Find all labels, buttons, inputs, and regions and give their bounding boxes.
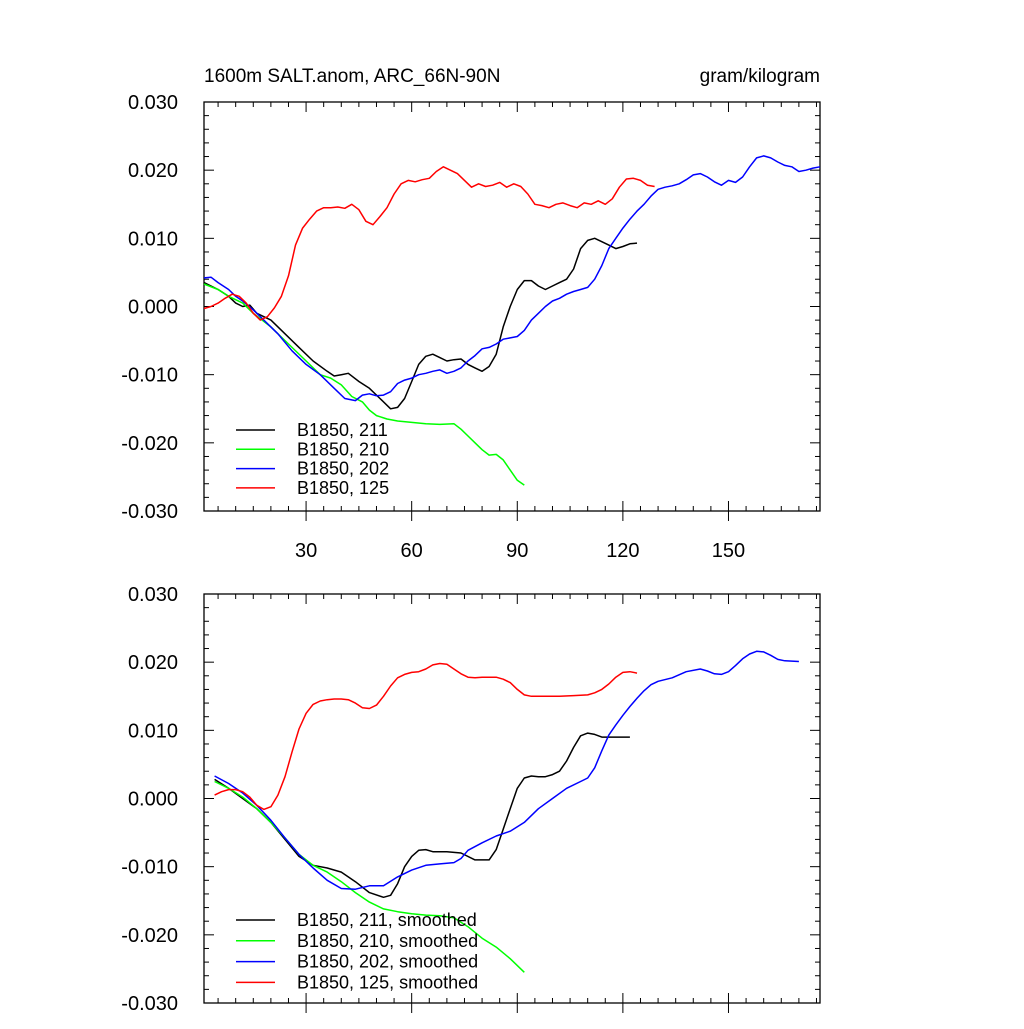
legend-label: B1850, 202 bbox=[297, 459, 389, 479]
y-tick-label: 0.020 bbox=[128, 652, 178, 674]
y-tick-label: -0.010 bbox=[121, 365, 178, 387]
y-tick-label: -0.010 bbox=[121, 857, 178, 879]
series-line-4 bbox=[203, 166, 655, 321]
y-tick-label: -0.030 bbox=[121, 501, 178, 523]
legend-label: B1850, 210 bbox=[297, 439, 389, 459]
plot-panel-2: -0.030 -0.020 -0.010 0.000 0.010 0.020 0.030 B1… bbox=[121, 584, 821, 1015]
y-tick-label: 0.020 bbox=[128, 160, 178, 182]
y-tick-label: 0.000 bbox=[128, 789, 178, 811]
y-tick-label: -0.030 bbox=[121, 993, 178, 1015]
legend-label: B1850, 125, smoothed bbox=[297, 972, 478, 992]
y-tick-label: -0.020 bbox=[121, 925, 178, 947]
series-line-1 bbox=[214, 732, 630, 899]
legend-label: B1850, 125 bbox=[297, 478, 389, 498]
legend-label: B1850, 202, smoothed bbox=[297, 952, 478, 972]
x-tick-label: 120 bbox=[606, 540, 639, 562]
units-label: gram/kilogram bbox=[700, 66, 820, 87]
x-tick-label: 90 bbox=[506, 540, 528, 562]
series-line-4 bbox=[214, 662, 638, 811]
y-tick-label: 0.010 bbox=[128, 228, 178, 250]
legend-label: B1850, 211, smoothed bbox=[297, 910, 477, 930]
series-line-2 bbox=[214, 780, 525, 973]
x-tick-label: 150 bbox=[712, 540, 745, 562]
x-tick-label: 30 bbox=[295, 540, 317, 562]
y-tick-label: 0.030 bbox=[128, 92, 178, 114]
chart-title: 1600m SALT.anom, ARC_66N-90N bbox=[204, 66, 500, 87]
series-line-3 bbox=[214, 650, 799, 890]
legend-label: B1850, 211 bbox=[297, 420, 388, 440]
y-tick-label: 0.010 bbox=[128, 720, 178, 742]
y-tick-label: -0.020 bbox=[121, 433, 178, 455]
series-line-3 bbox=[203, 155, 821, 402]
y-tick-label: 0.030 bbox=[128, 584, 178, 606]
series-line-1 bbox=[203, 237, 638, 410]
y-tick-label: 0.000 bbox=[128, 297, 178, 319]
x-tick-label: 60 bbox=[401, 540, 423, 562]
plot-panel-1: 1600m SALT.anom, ARC_66N-90N gram/kilogra… bbox=[121, 66, 821, 562]
legend-label: B1850, 210, smoothed bbox=[297, 931, 478, 951]
